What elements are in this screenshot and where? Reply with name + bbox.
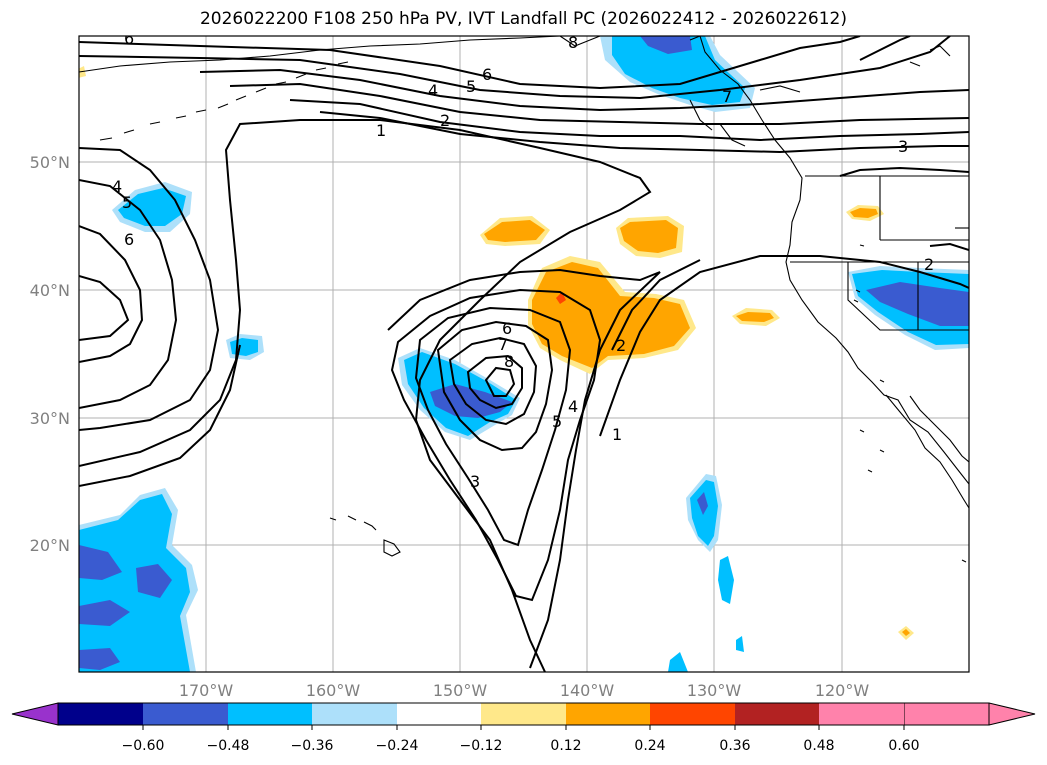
colorbar-segment [312, 703, 397, 725]
colorbar-segment [650, 703, 735, 725]
lat-label: 40°N [30, 281, 70, 300]
lat-label: 30°N [30, 409, 70, 428]
colorbar-outline [57, 702, 990, 726]
colorbar-segment [735, 703, 819, 725]
lat-label: 20°N [30, 536, 70, 555]
contour-label: 7 [498, 335, 508, 354]
lon-label: 150°W [433, 681, 488, 700]
ivt-negative-region [612, 36, 745, 105]
colorbar-tick-label: −0.12 [460, 738, 503, 754]
ivt-negative-region [430, 384, 512, 418]
colorbar-tick-label: −0.24 [376, 738, 419, 754]
colorbar-segment [397, 703, 481, 725]
contour-label: 1 [376, 121, 386, 140]
ivt-negative-region [79, 545, 122, 580]
colorbar-segment [566, 703, 650, 725]
lon-label: 160°W [306, 681, 361, 700]
pv-contours [79, 36, 969, 672]
contour-label: 8 [504, 352, 514, 371]
ivt-negative-region [697, 492, 708, 515]
colorbar-tick-label: 0.36 [719, 738, 750, 754]
ivt-positive-region [736, 312, 774, 322]
colorbar-segment [481, 703, 566, 725]
contour-label: 6 [502, 319, 512, 338]
colorbar-tick-label: −0.36 [291, 738, 334, 754]
ivt-negative-region [668, 652, 688, 672]
contour-label: 3 [898, 137, 908, 156]
colorbar-tick-label: 0.60 [888, 738, 919, 754]
ivt-negative-region [79, 600, 130, 626]
contour-label: 2 [924, 255, 934, 274]
ivt-negative-region [136, 564, 172, 598]
colorbar-extend-low [11, 702, 59, 726]
contour-label: 6 [124, 230, 134, 249]
map-title: 2026022200 F108 250 hPa PV, IVT Landfall… [199, 9, 847, 29]
contour-labels: 6 8 6 5 4 2 1 7 3 4 5 6 6 7 8 5 4 3 2 1 … [112, 29, 934, 491]
colorbar-tick-label: −0.60 [122, 738, 165, 754]
lon-label: 140°W [560, 681, 615, 700]
contour-label: 8 [568, 33, 578, 52]
colorbar-segment [58, 703, 143, 725]
colorbar-tick-label: 0.48 [803, 738, 834, 754]
latitude-labels: 50°N 40°N 30°N 20°N [30, 153, 70, 555]
lat-label: 50°N [30, 153, 70, 172]
ivt-negative-region [230, 338, 258, 356]
contour-label: 4 [112, 177, 122, 196]
contour-label: 1 [612, 425, 622, 444]
contour-label: 6 [124, 29, 134, 48]
contour-label: 4 [428, 81, 438, 100]
ivt-negative-region [79, 494, 190, 672]
ivt-positive-region [484, 220, 545, 242]
ivt-positive-region [532, 262, 690, 368]
contour-label: 4 [568, 397, 578, 416]
colorbar: −0.60 −0.48 −0.36 −0.24 −0.12 0.12 0.24 … [11, 702, 1036, 754]
ivt-shading [79, 36, 969, 672]
ivt-negative-region [118, 188, 186, 226]
map-frame [78, 35, 970, 673]
longitude-labels: 170°W 160°W 150°W 140°W 130°W 120°W [179, 681, 870, 700]
contour-label: 6 [482, 65, 492, 84]
ivt-positive-region [850, 208, 878, 218]
colorbar-segment [228, 703, 312, 725]
colorbar-segment [143, 703, 228, 725]
ivt-negative-region [79, 648, 120, 670]
ivt-positive-region [902, 629, 910, 636]
colorbar-tick-label: 0.12 [550, 738, 581, 754]
colorbar-segment [819, 703, 904, 725]
gridlines [79, 36, 969, 672]
colorbar-tick-label: 0.24 [634, 738, 665, 754]
contour-label: 7 [722, 87, 732, 106]
ivt-negative-region [640, 36, 692, 54]
colorbar-ticks [142, 725, 905, 730]
ivt-negative-region [718, 556, 734, 604]
contour-label: 3 [470, 472, 480, 491]
contour-label: 5 [552, 412, 562, 431]
lon-label: 130°W [687, 681, 742, 700]
map-background [79, 36, 969, 672]
colorbar-tick-label: −0.48 [207, 738, 250, 754]
colorbar-extend-high [903, 702, 1036, 726]
contour-label: 5 [122, 193, 132, 212]
contour-label: 2 [440, 111, 450, 130]
lon-label: 120°W [815, 681, 870, 700]
contour-label: 5 [466, 77, 476, 96]
ivt-negative-region [736, 636, 744, 652]
ivt-positive-region [620, 220, 678, 253]
lon-label: 170°W [179, 681, 234, 700]
contour-label: 2 [616, 336, 626, 355]
